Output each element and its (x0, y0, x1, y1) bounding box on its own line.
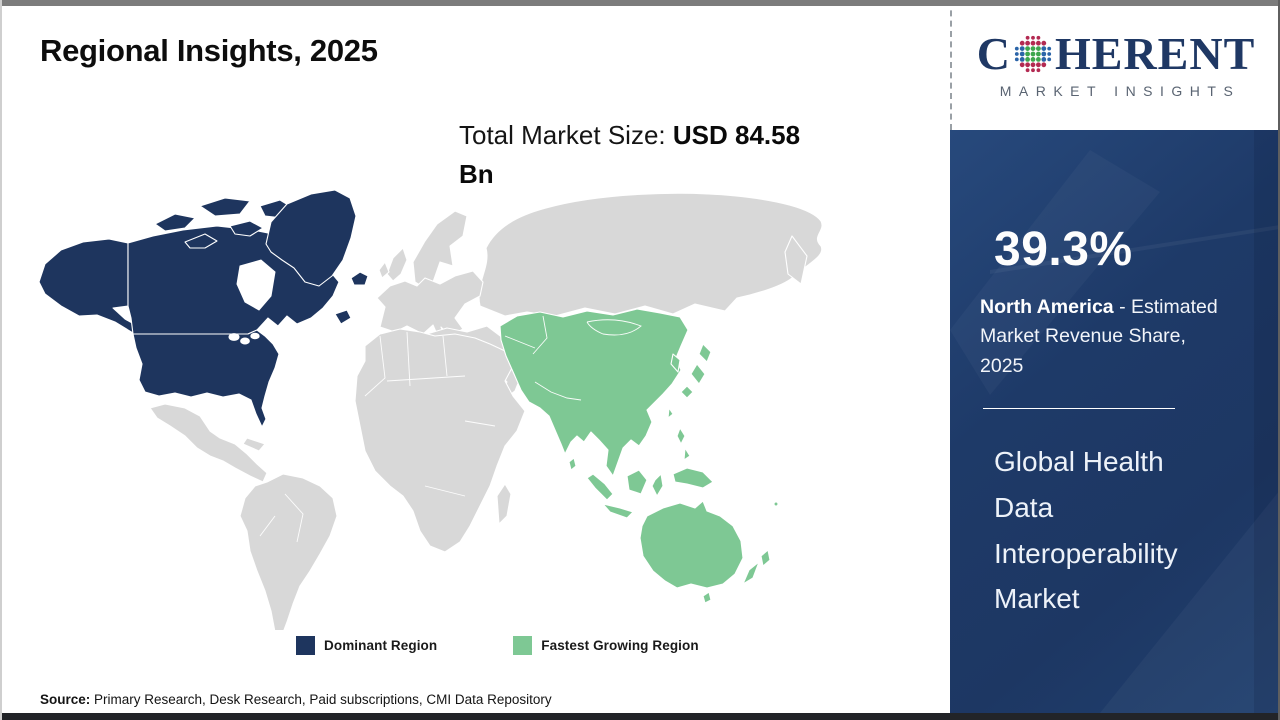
land-iceland (350, 271, 369, 286)
sidebar-map-texture (990, 225, 1280, 713)
land-sri-lanka (568, 457, 577, 471)
land-south-america (239, 473, 338, 639)
land-borneo (626, 469, 648, 495)
stats-sidebar: 39.3% North America - Estimated Market R… (950, 130, 1280, 713)
fastest-growing-region-label: Fastest Growing Region (541, 638, 699, 653)
water-details (228, 259, 276, 345)
land-cuba (242, 437, 266, 452)
region-name: North America (980, 296, 1114, 318)
land-canada-island-1 (154, 213, 196, 232)
legend-item-dominant: Dominant Region (296, 636, 437, 655)
fastest-growing-region-swatch (513, 636, 533, 655)
land-kamchatka (784, 235, 808, 285)
top-frame-bar (0, 0, 1280, 6)
page-title: Regional Insights, 2025 (40, 33, 378, 68)
land-usa (132, 329, 280, 428)
map-legend: Dominant Region Fastest Growing Region (296, 636, 699, 655)
land-japan-3 (680, 385, 694, 399)
land-philippines-1 (676, 427, 686, 445)
world-map-svg (38, 189, 823, 639)
dominant-region-swatch (296, 636, 315, 655)
land-tasmania (702, 591, 712, 604)
total-market-size: Total Market Size: USD 84.58 Bn (459, 116, 831, 194)
market-share-description: North America - Estimated Market Revenue… (980, 293, 1230, 381)
logo-subtitle: MARKET INSIGHTS (999, 83, 1241, 99)
land-madagascar (496, 483, 512, 525)
land-taiwan (667, 407, 674, 419)
land-australia (639, 500, 744, 589)
land-russia (478, 192, 823, 317)
land-pacific-island (773, 501, 779, 507)
total-market-size-label: Total Market Size: (459, 120, 673, 150)
source-label: Source: (40, 692, 91, 707)
sidebar-divider (983, 407, 1175, 409)
right-frame-edge (1278, 0, 1280, 720)
land-new-zealand-south (742, 561, 760, 585)
logo-word-herent: HERENT (1054, 28, 1256, 79)
dominant-region-label: Dominant Region (324, 638, 438, 653)
source-text: Primary Research, Desk Research, Paid su… (90, 692, 552, 707)
land-new-guinea (672, 467, 714, 489)
land-new-zealand-north (760, 549, 771, 567)
great-lake-2 (240, 337, 250, 345)
land-sulawesi (651, 473, 664, 497)
hudson-bay (236, 259, 276, 311)
land-java (602, 503, 634, 519)
legend-item-fastest-growing: Fastest Growing Region (513, 636, 699, 655)
market-name: Global Health Data Interoperability Mark… (994, 445, 1178, 615)
land-mexico-central-america (149, 403, 268, 483)
market-share-value: 39.3% (994, 223, 1133, 276)
region-rest-of-world (149, 192, 823, 639)
globe-dots-icon (1014, 35, 1052, 73)
land-japan-1 (698, 343, 712, 363)
brand-logo-area: C HERENT MARKET INSIGHTS (950, 0, 1280, 130)
great-lake-3 (250, 332, 260, 340)
land-canada-island-4 (184, 233, 218, 249)
source-line: Source: Primary Research, Desk Research,… (40, 692, 552, 707)
land-alaska (38, 238, 142, 334)
great-lake-1 (228, 333, 240, 341)
brand-logo: C HERENT (977, 31, 1256, 77)
land-asia-mainland (499, 308, 689, 477)
share-description-text: - Estimated Market Revenue Share, 2025 (980, 296, 1218, 377)
region-asia-pacific (499, 308, 779, 604)
land-greenland (265, 189, 357, 287)
region-north-america (38, 189, 369, 428)
land-japan-2 (690, 363, 706, 385)
land-canada-island-5 (229, 220, 264, 237)
country-borders (259, 315, 642, 543)
land-africa (354, 328, 526, 553)
land-philippines-2 (683, 447, 691, 461)
land-canada-island-2 (199, 197, 251, 217)
land-uk (386, 247, 408, 282)
land-sumatra (586, 473, 614, 501)
land-korea (670, 353, 681, 373)
land-ireland (378, 261, 390, 279)
world-map (35, 186, 935, 639)
bottom-frame-bar (0, 713, 1280, 720)
land-europe (376, 270, 484, 343)
total-market-size-value: USD 84.58 Bn (459, 120, 801, 189)
land-newfoundland (334, 309, 352, 325)
logo-letter-c: C (976, 28, 1011, 79)
sidebar-dark-band (1254, 130, 1280, 713)
left-frame-edge (0, 0, 2, 720)
